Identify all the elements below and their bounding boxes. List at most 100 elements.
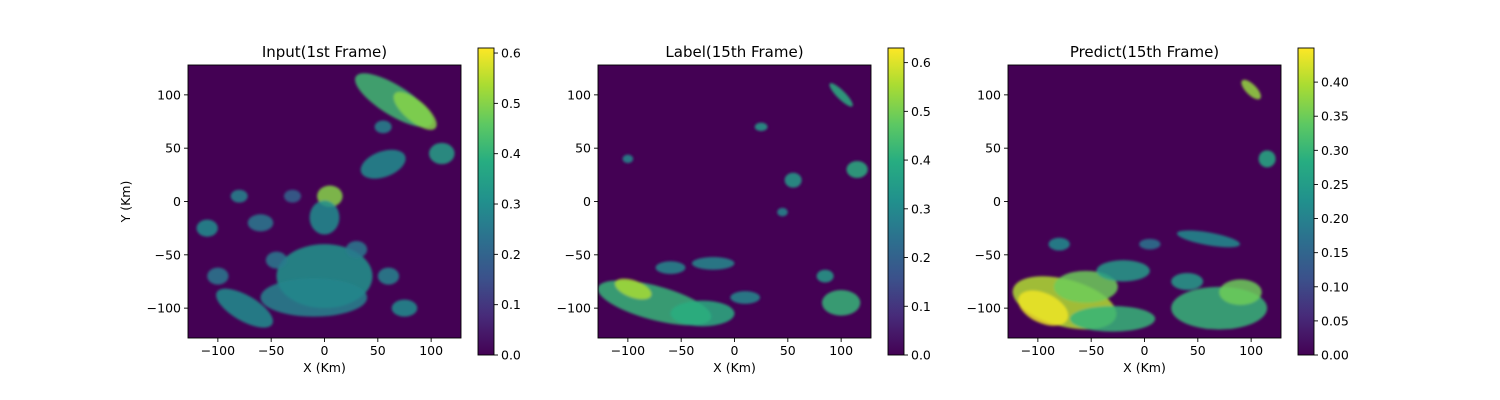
x-tick-label: 50	[370, 343, 386, 358]
y-axis-label: Y (Km)	[118, 181, 133, 224]
y-tick-label: −100	[147, 301, 181, 316]
colorbar-tick-label: 0.5	[501, 96, 521, 111]
colorbar-tick-label: 0.0	[501, 348, 521, 363]
echo-region	[216, 288, 273, 328]
echo-region	[730, 291, 761, 304]
colorbar-tick-label: 0.2	[501, 247, 521, 262]
echo-region	[655, 261, 686, 275]
echo-region	[265, 251, 288, 269]
y-tick-label: −50	[565, 247, 591, 262]
colorbar-tick-label: 0.1	[911, 299, 931, 314]
colorbar-tick-label: 0.0	[911, 348, 931, 363]
colorbar-tick-label: 0.10	[1321, 279, 1349, 294]
x-tick-label: −50	[1078, 343, 1104, 358]
x-tick-label: 0	[731, 343, 739, 358]
echo-region	[691, 256, 735, 270]
colorbar-tick-label: 0.15	[1321, 245, 1349, 260]
x-tick-label: −100	[1021, 343, 1055, 358]
colorbar-tick-label: 0.6	[501, 46, 521, 61]
y-tick-label: 0	[993, 194, 1001, 209]
colorbar-tick-label: 0.3	[501, 197, 521, 212]
echo-region	[377, 267, 400, 285]
x-tick-label: −50	[258, 343, 284, 358]
heatmap-cells	[1012, 79, 1276, 332]
echo-region	[829, 83, 853, 107]
x-axis-label: X (Km)	[303, 360, 346, 375]
colorbar-tick-label: 0.25	[1321, 177, 1349, 192]
x-tick-label: 0	[321, 343, 329, 358]
echo-region	[247, 214, 274, 232]
colorbar-tick-label: 0.05	[1321, 313, 1349, 328]
colorbar-tick-label: 0.1	[501, 297, 521, 312]
x-tick-label: 50	[1190, 343, 1206, 358]
echo-region	[1048, 237, 1070, 251]
colorbar-tick-label: 0.6	[911, 55, 931, 70]
echo-region	[429, 142, 455, 165]
y-tick-label: 0	[173, 194, 181, 209]
y-tick-label: −50	[155, 247, 181, 262]
echo-region	[622, 154, 634, 164]
echo-region	[816, 269, 834, 283]
chart-title: Label(15th Frame)	[665, 43, 803, 61]
echo-region	[393, 91, 437, 130]
colorbar	[1297, 47, 1315, 356]
colorbar-tick-label: 0.20	[1321, 211, 1349, 226]
echo-region	[846, 160, 868, 179]
y-tick-label: 50	[575, 141, 591, 156]
panel-1: −100 −50 0 50 100 −100 −50 0 50 100 Input(1st Fram…	[118, 43, 521, 375]
colorbar-tick-label: 0.3	[911, 201, 931, 216]
y-tick-label: 50	[165, 141, 181, 156]
echo-region	[260, 278, 368, 317]
panel-2: −100 −50 0 50 100 −100 −50 0 50 100 Label(15th Fra…	[557, 43, 931, 375]
heatmap-cells	[196, 73, 455, 328]
echo-region	[196, 219, 218, 237]
echo-region	[784, 172, 802, 188]
colorbar-tick-label: 0.4	[911, 153, 931, 168]
colorbar-tick-label: 0.00	[1321, 348, 1349, 363]
colorbar	[477, 47, 495, 356]
echo-region	[283, 189, 302, 203]
y-tick-label: 100	[157, 87, 181, 102]
y-tick-label: −100	[967, 301, 1001, 316]
x-tick-label: 100	[419, 343, 443, 358]
echo-region	[670, 300, 735, 327]
echo-region	[1176, 230, 1241, 248]
colorbar-tick-label: 0.2	[911, 250, 931, 265]
chart-title: Predict(15th Frame)	[1070, 43, 1219, 61]
y-tick-label: 100	[977, 87, 1001, 102]
x-axis-label: X (Km)	[713, 360, 756, 375]
echo-region	[207, 267, 229, 285]
echo-region	[374, 120, 392, 134]
x-tick-label: −50	[668, 343, 694, 358]
echo-region	[821, 290, 861, 316]
echo-region	[777, 207, 788, 217]
echo-region	[1258, 150, 1276, 168]
echo-region	[1241, 79, 1261, 100]
echo-region	[1219, 279, 1262, 305]
x-tick-label: 50	[780, 343, 796, 358]
heatmap-cells	[598, 83, 868, 327]
colorbar-tick-label: 0.40	[1321, 75, 1349, 90]
x-tick-label: −100	[201, 343, 235, 358]
y-tick-label: 0	[583, 194, 591, 209]
x-tick-label: −100	[611, 343, 645, 358]
chart-title: Input(1st Frame)	[262, 43, 387, 61]
echo-region	[230, 189, 248, 203]
echo-region	[1171, 272, 1204, 291]
echo-region	[614, 278, 652, 300]
panel-3: −100 −50 0 50 100 −100 −50 0 50 100 Predict(15th F…	[967, 43, 1349, 375]
colorbar	[887, 47, 905, 356]
echo-region	[309, 200, 340, 235]
x-axis-label: X (Km)	[1123, 360, 1166, 375]
colorbar-tick-label: 0.5	[911, 104, 931, 119]
echo-region	[391, 299, 418, 317]
echo-region	[1069, 306, 1156, 332]
echo-region	[1018, 290, 1069, 326]
y-tick-label: −50	[975, 247, 1001, 262]
echo-region	[1139, 238, 1161, 250]
y-tick-label: 100	[567, 87, 591, 102]
echo-region	[345, 240, 368, 259]
colorbar-tick-label: 0.4	[501, 146, 521, 161]
y-tick-label: 50	[985, 141, 1001, 156]
